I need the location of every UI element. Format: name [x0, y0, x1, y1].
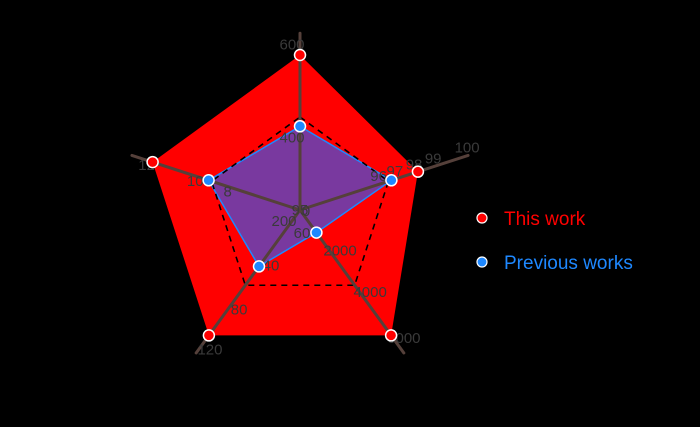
series-0-marker: [202, 329, 216, 342]
legend-marker-1: [476, 256, 488, 268]
center-tick-label: 200: [271, 213, 296, 230]
series-1-marker: [252, 260, 266, 273]
series-1-marker: [310, 226, 323, 239]
series-0-marker: [146, 155, 159, 169]
axis-3-tick-label: 40: [263, 257, 280, 274]
axis-1-tick-label: 100: [455, 139, 480, 156]
axis-spoke-4: [130, 153, 302, 212]
reference-polygon: [210, 116, 390, 287]
series-0-marker: [293, 48, 307, 62]
axis-spoke-1: [298, 153, 470, 212]
series-1-marker: [293, 120, 307, 133]
dashed-reference-line: [210, 116, 390, 287]
axis-0-tick-label: 400: [279, 130, 304, 147]
axis-spoke-3: [194, 208, 302, 355]
axis-3-tick-label: 80: [231, 301, 248, 318]
center-tick-label: 0: [302, 203, 310, 220]
legend: This work Previous works: [476, 209, 633, 274]
axis-4-tick-label: 10: [187, 173, 204, 190]
legend-label-1: Previous works: [504, 253, 633, 274]
center-tick-label: 95: [292, 202, 309, 219]
center-tick-label: 60: [294, 225, 311, 242]
axis-4-tick-label: 8: [223, 183, 231, 200]
axis-1-tick-label: 96: [370, 168, 387, 185]
series-markers: [146, 48, 425, 342]
axis-2-tick-label: 4000: [353, 284, 386, 301]
legend-label-0: This work: [504, 209, 586, 230]
axis-1-tick-label: 99: [425, 150, 442, 167]
series-0-marker: [384, 329, 398, 342]
axis-3-tick-label: 120: [197, 341, 222, 358]
series-1-marker: [385, 174, 398, 187]
series-1-marker: [202, 174, 215, 187]
series-0-marker: [411, 165, 425, 178]
legend-marker-0: [476, 212, 488, 224]
axis-2-tick-label: 2000: [323, 242, 356, 259]
